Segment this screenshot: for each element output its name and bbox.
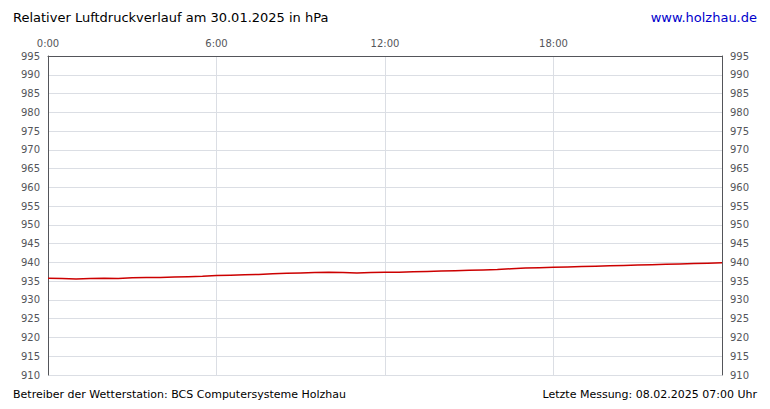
svg-text:940: 940 <box>730 257 749 268</box>
svg-text:945: 945 <box>21 238 40 249</box>
svg-text:970: 970 <box>730 144 749 155</box>
svg-text:Letzte Messung: 08.02.2025 07:: Letzte Messung: 08.02.2025 07:00 Uhr <box>543 388 758 401</box>
svg-text:940: 940 <box>21 257 40 268</box>
svg-text:990: 990 <box>730 69 749 80</box>
svg-text:995: 995 <box>21 51 40 62</box>
svg-text:975: 975 <box>730 126 749 137</box>
svg-text:18:00: 18:00 <box>539 38 568 49</box>
svg-text:960: 960 <box>730 182 749 193</box>
svg-text:980: 980 <box>730 107 749 118</box>
svg-text:955: 955 <box>21 201 40 212</box>
svg-text:985: 985 <box>730 88 749 99</box>
svg-text:930: 930 <box>21 294 40 305</box>
svg-text:965: 965 <box>21 163 40 174</box>
svg-text:975: 975 <box>21 126 40 137</box>
svg-text:980: 980 <box>21 107 40 118</box>
svg-text:995: 995 <box>730 51 749 62</box>
svg-text:925: 925 <box>21 313 40 324</box>
svg-text:www.holzhau.de: www.holzhau.de <box>651 10 757 25</box>
svg-text:920: 920 <box>21 332 40 343</box>
svg-text:950: 950 <box>730 219 749 230</box>
svg-text:965: 965 <box>730 163 749 174</box>
svg-text:960: 960 <box>21 182 40 193</box>
svg-text:945: 945 <box>730 238 749 249</box>
svg-text:12:00: 12:00 <box>371 38 400 49</box>
svg-text:6:00: 6:00 <box>205 38 227 49</box>
svg-text:935: 935 <box>730 276 749 287</box>
svg-text:910: 910 <box>730 370 749 381</box>
svg-text:950: 950 <box>21 219 40 230</box>
svg-text:Relativer Luftdruckverlauf am: Relativer Luftdruckverlauf am 30.01.2025… <box>13 10 328 25</box>
svg-text:970: 970 <box>21 144 40 155</box>
svg-text:910: 910 <box>21 370 40 381</box>
svg-text:920: 920 <box>730 332 749 343</box>
svg-text:985: 985 <box>21 88 40 99</box>
svg-text:925: 925 <box>730 313 749 324</box>
svg-text:990: 990 <box>21 69 40 80</box>
svg-text:955: 955 <box>730 201 749 212</box>
svg-text:Betreiber der Wetterstation: B: Betreiber der Wetterstation: BCS Compute… <box>13 388 346 401</box>
svg-text:0:00: 0:00 <box>37 38 59 49</box>
svg-text:915: 915 <box>730 351 749 362</box>
svg-text:930: 930 <box>730 294 749 305</box>
svg-text:915: 915 <box>21 351 40 362</box>
svg-text:935: 935 <box>21 276 40 287</box>
